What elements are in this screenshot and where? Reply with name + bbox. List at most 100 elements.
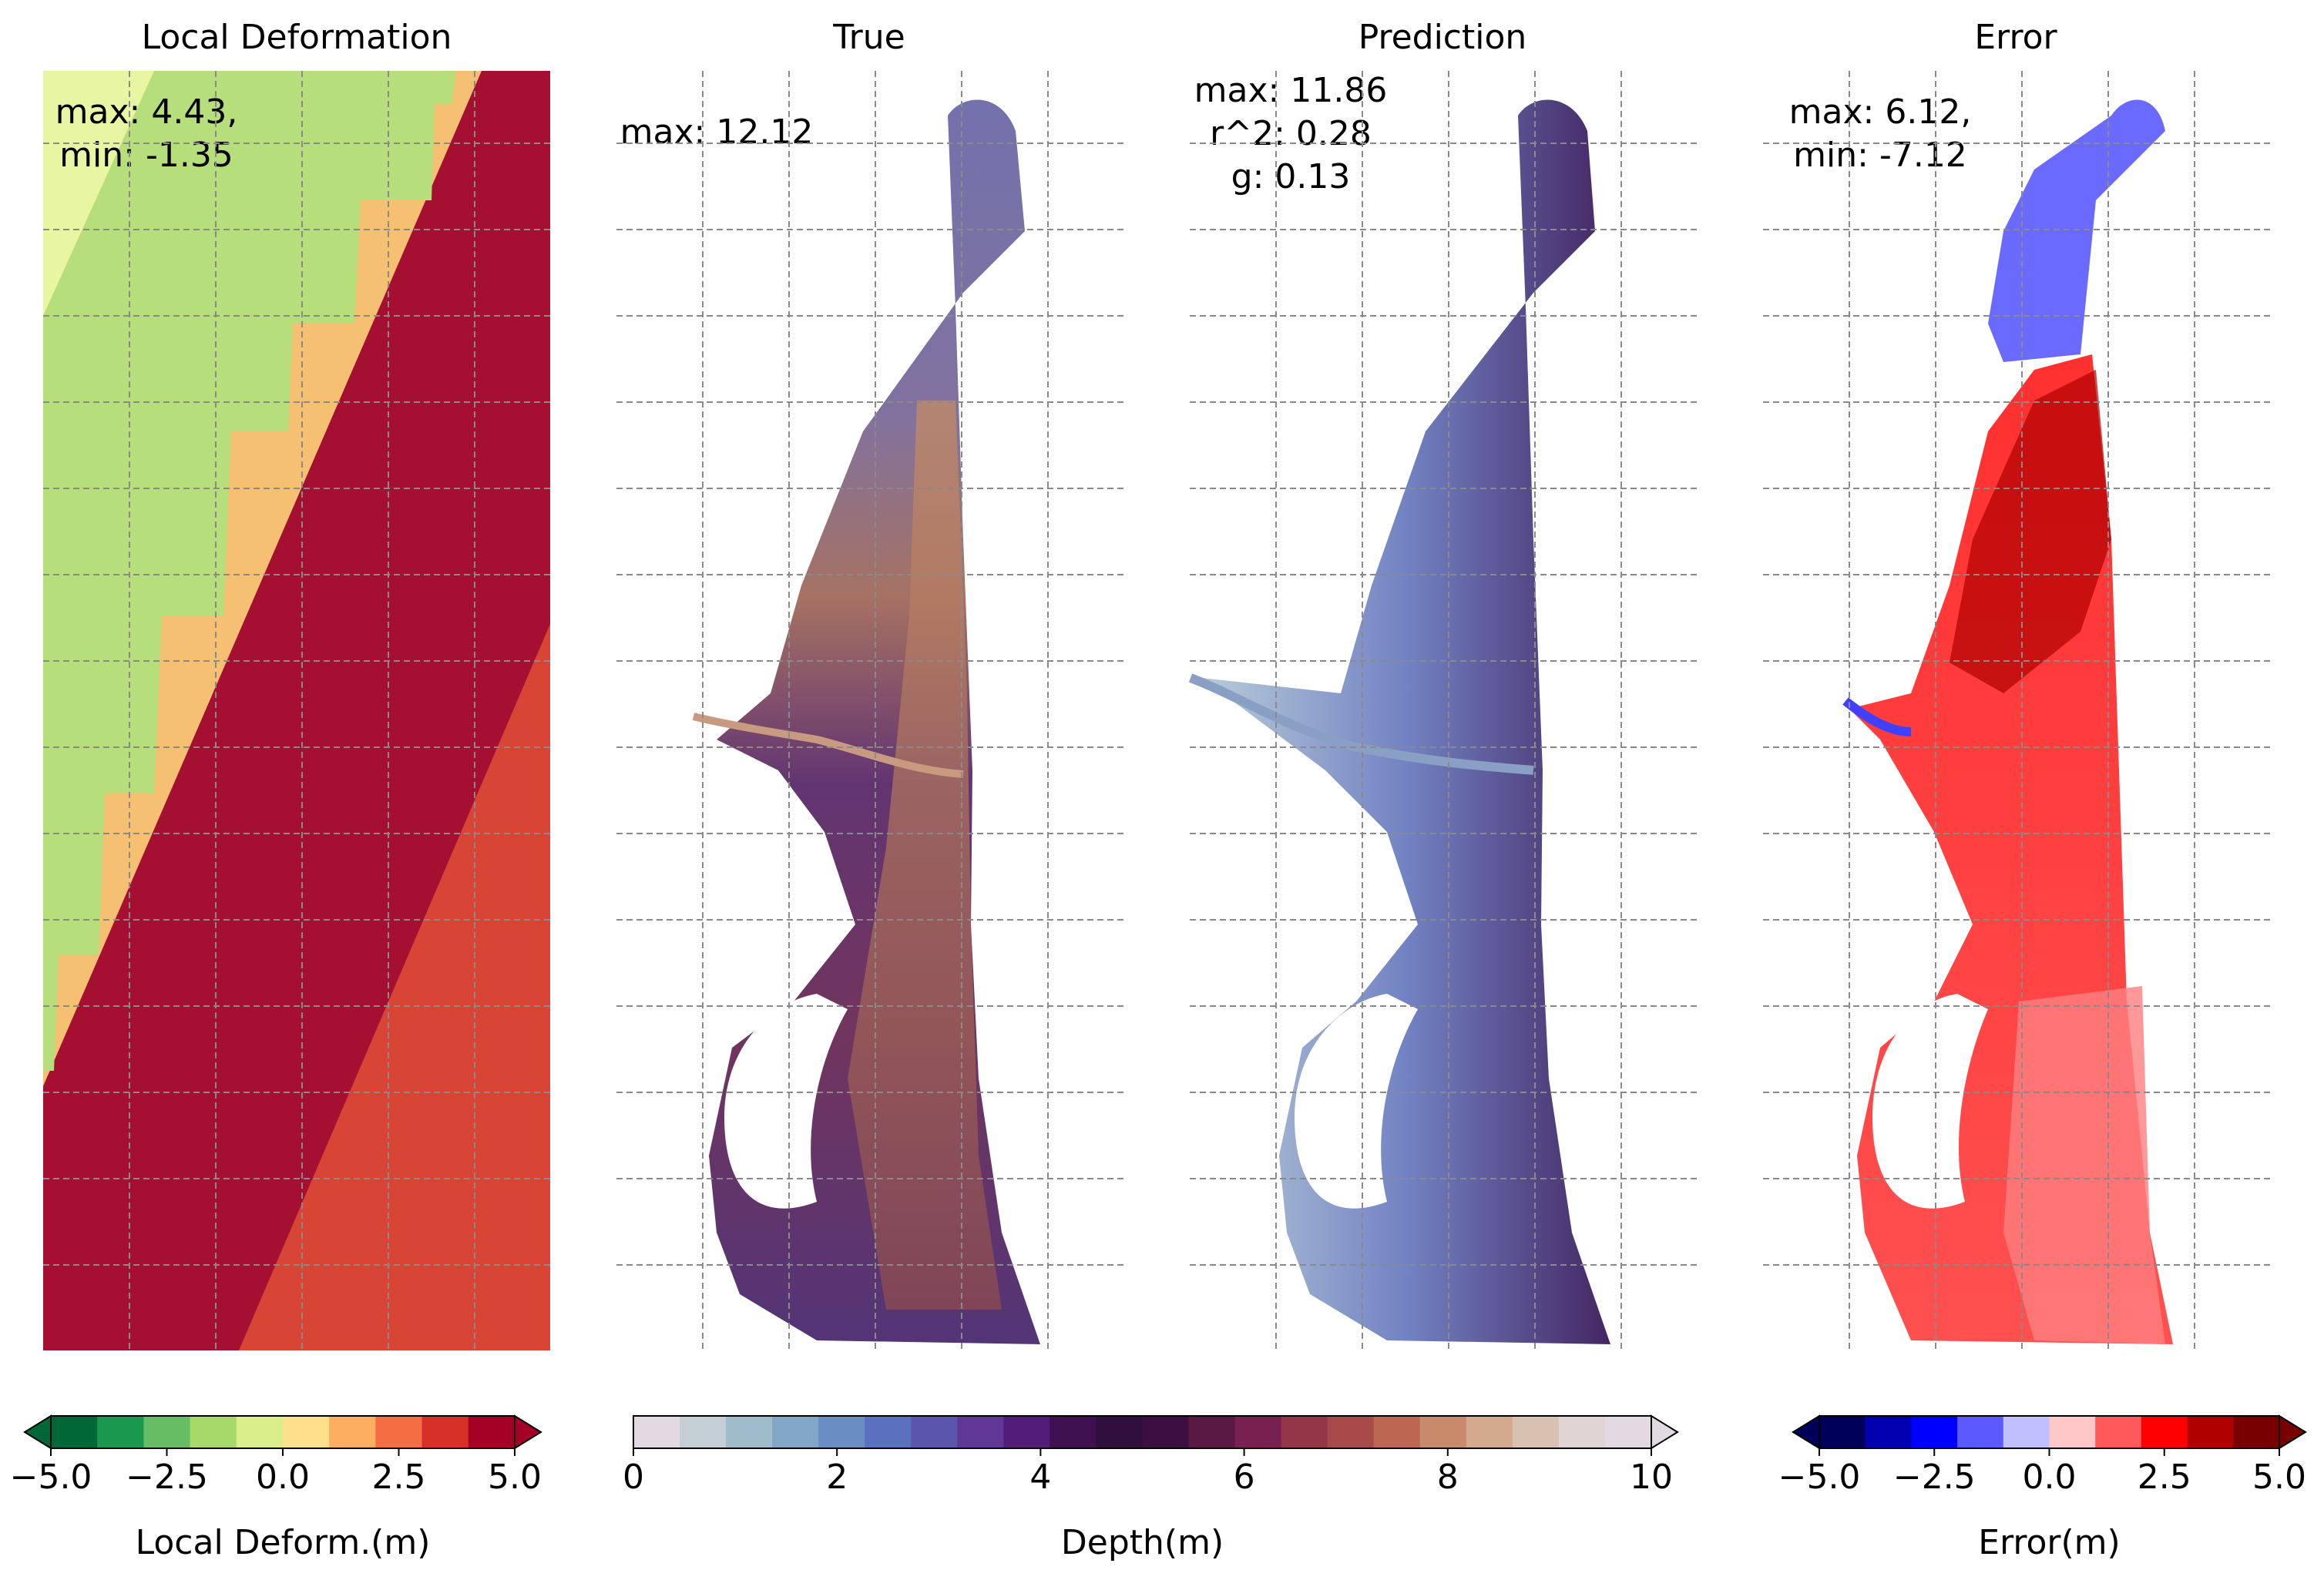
panel-stats-line-1: max: 6.12, <box>1789 92 1972 132</box>
colorbar-tick-label: 4 <box>1029 1458 1051 1497</box>
error-river-negative <box>1842 697 1912 736</box>
colorbar-swatch <box>1419 1416 1467 1448</box>
colorbar-tick-label: 2.5 <box>2138 1458 2191 1497</box>
panel-stats-line-1: max: 4.43, <box>55 92 238 132</box>
colorbar-swatch <box>2095 1416 2142 1448</box>
grid-lines <box>1763 71 2270 1350</box>
error-strong-positive <box>1950 370 2111 693</box>
colorbar-swatch <box>1096 1416 1144 1448</box>
colorbar-swatch <box>143 1416 191 1448</box>
colorbar-swatch <box>1558 1416 1606 1448</box>
colorbar-swatch <box>190 1416 237 1448</box>
colorbar-tick-label: 0 <box>623 1458 644 1497</box>
colorbar-tick-label: −2.5 <box>1893 1458 1976 1497</box>
panel-stats-line-2: min: -7.12 <box>1793 136 1967 175</box>
flood-inner-true <box>848 401 1002 1310</box>
deformation-pale-corner <box>43 71 154 316</box>
colorbar-swatch <box>957 1416 1004 1448</box>
grid-lines <box>1190 71 1697 1350</box>
colorbar-swatch <box>2233 1416 2280 1448</box>
colorbar-swatch <box>283 1416 330 1448</box>
panel-title: Error <box>1974 18 2057 57</box>
panel-local-deformation: Local Deformation max: 4.43, min: -1.35 <box>43 18 550 1350</box>
deformation-orange-wedge <box>239 624 550 1350</box>
panel-stats-line-3: g: 0.13 <box>1231 157 1351 196</box>
panel-title: True <box>832 18 905 57</box>
colorbar-tick-label: 5.0 <box>2252 1458 2306 1497</box>
colorbar-extend-max <box>514 1414 542 1450</box>
colorbar-tick-label: −5.0 <box>10 1458 92 1497</box>
grid-lines <box>616 71 1123 1350</box>
colorbar-tick-label: −2.5 <box>126 1458 208 1497</box>
colorbar-tick-label: 0.0 <box>256 1458 310 1497</box>
colorbar-tick-label: 10 <box>1630 1458 1673 1497</box>
colorbar-swatch <box>2003 1416 2050 1448</box>
colorbar-swatch <box>2141 1416 2188 1448</box>
colorbar-tick-label: 2.5 <box>372 1458 426 1497</box>
panel-stats-line-2: r^2: 0.28 <box>1210 114 1372 153</box>
colorbar-swatch <box>772 1416 819 1448</box>
colorbar-swatch <box>421 1416 469 1448</box>
panel-error: Error max: 6.12, min: -7.12 <box>1763 18 2270 1350</box>
colorbar-tick-label: −5.0 <box>1778 1458 1861 1497</box>
panel-stats-line-1: max: 11.86 <box>1194 71 1388 110</box>
grid-lines <box>43 71 550 1350</box>
colorbar-swatch <box>1466 1416 1513 1448</box>
colorbar-extend-max <box>1651 1414 1679 1450</box>
panel-prediction: Prediction max: 11.86 r^2: 0.28 g: 0.13 <box>1188 18 1697 1350</box>
lagoon-true <box>724 994 848 1209</box>
colorbar-swatch <box>97 1416 144 1448</box>
deformation-green-region <box>43 71 456 1071</box>
colorbar-swatch <box>236 1416 284 1448</box>
panel-title: Prediction <box>1358 18 1527 57</box>
colorbar-depth: 0 2 4 6 8 10 Depth(m) <box>623 1414 1679 1562</box>
colorbar-tick-label: 8 <box>1437 1458 1459 1497</box>
colorbar-tick-label: 6 <box>1234 1458 1255 1497</box>
colorbar-swatch <box>865 1416 912 1448</box>
colorbar-swatch <box>2049 1416 2096 1448</box>
colorbar-swatch <box>1911 1416 1958 1448</box>
colorbar-swatch <box>1604 1416 1652 1448</box>
error-light-positive <box>2003 986 2165 1344</box>
colorbar-swatch <box>1865 1416 1912 1448</box>
panel-stats-line-1: max: 12.12 <box>620 112 814 152</box>
colorbar-swatch <box>51 1416 98 1448</box>
colorbar-label: Local Deform.(m) <box>136 1523 431 1562</box>
colorbar-swatch <box>1512 1416 1560 1448</box>
panel-true: True max: 12.12 <box>616 18 1123 1350</box>
colorbar-tick-label: 0.0 <box>2023 1458 2077 1497</box>
colorbar-swatch <box>2187 1416 2234 1448</box>
colorbar-swatch <box>1819 1416 1866 1448</box>
colorbar-swatch <box>726 1416 773 1448</box>
colorbar-swatch <box>1373 1416 1421 1448</box>
panel-stats-line-2: min: -1.35 <box>59 136 233 175</box>
colorbar-swatch <box>1327 1416 1375 1448</box>
colorbar-swatch <box>468 1416 516 1448</box>
colorbar-swatch <box>1142 1416 1190 1448</box>
colorbar-tick-label: 5.0 <box>488 1458 542 1497</box>
colorbar-extend-max <box>2279 1414 2307 1450</box>
river-true <box>692 713 964 778</box>
colorbar-swatch <box>1188 1416 1236 1448</box>
colorbar-swatch <box>680 1416 727 1448</box>
colorbar-swatch <box>818 1416 865 1448</box>
colorbar-tick-label: 2 <box>826 1458 848 1497</box>
lagoon-prediction <box>1295 994 1418 1209</box>
colorbar-extend-min <box>23 1414 52 1450</box>
colorbar-swatch <box>329 1416 376 1448</box>
colorbar-error: −5.0 −2.5 0.0 2.5 5.0 Error(m) <box>1778 1414 2307 1562</box>
flood-extent-prediction <box>1202 99 1610 1344</box>
colorbar-label: Depth(m) <box>1061 1523 1224 1562</box>
colorbar-swatch <box>1003 1416 1051 1448</box>
colorbar-local-deform: −5.0 −2.5 0.0 2.5 5.0 Local Deform.(m) <box>10 1414 542 1562</box>
colorbar-swatch <box>1957 1416 2004 1448</box>
colorbar-swatch <box>633 1416 680 1448</box>
error-lagoon <box>1872 994 1988 1209</box>
colorbar-swatch <box>1281 1416 1328 1448</box>
colorbar-swatch <box>911 1416 958 1448</box>
panel-title: Local Deformation <box>142 18 452 57</box>
colorbar-swatch <box>1234 1416 1282 1448</box>
colorbar-swatch <box>375 1416 423 1448</box>
error-negative-north <box>1988 99 2165 362</box>
